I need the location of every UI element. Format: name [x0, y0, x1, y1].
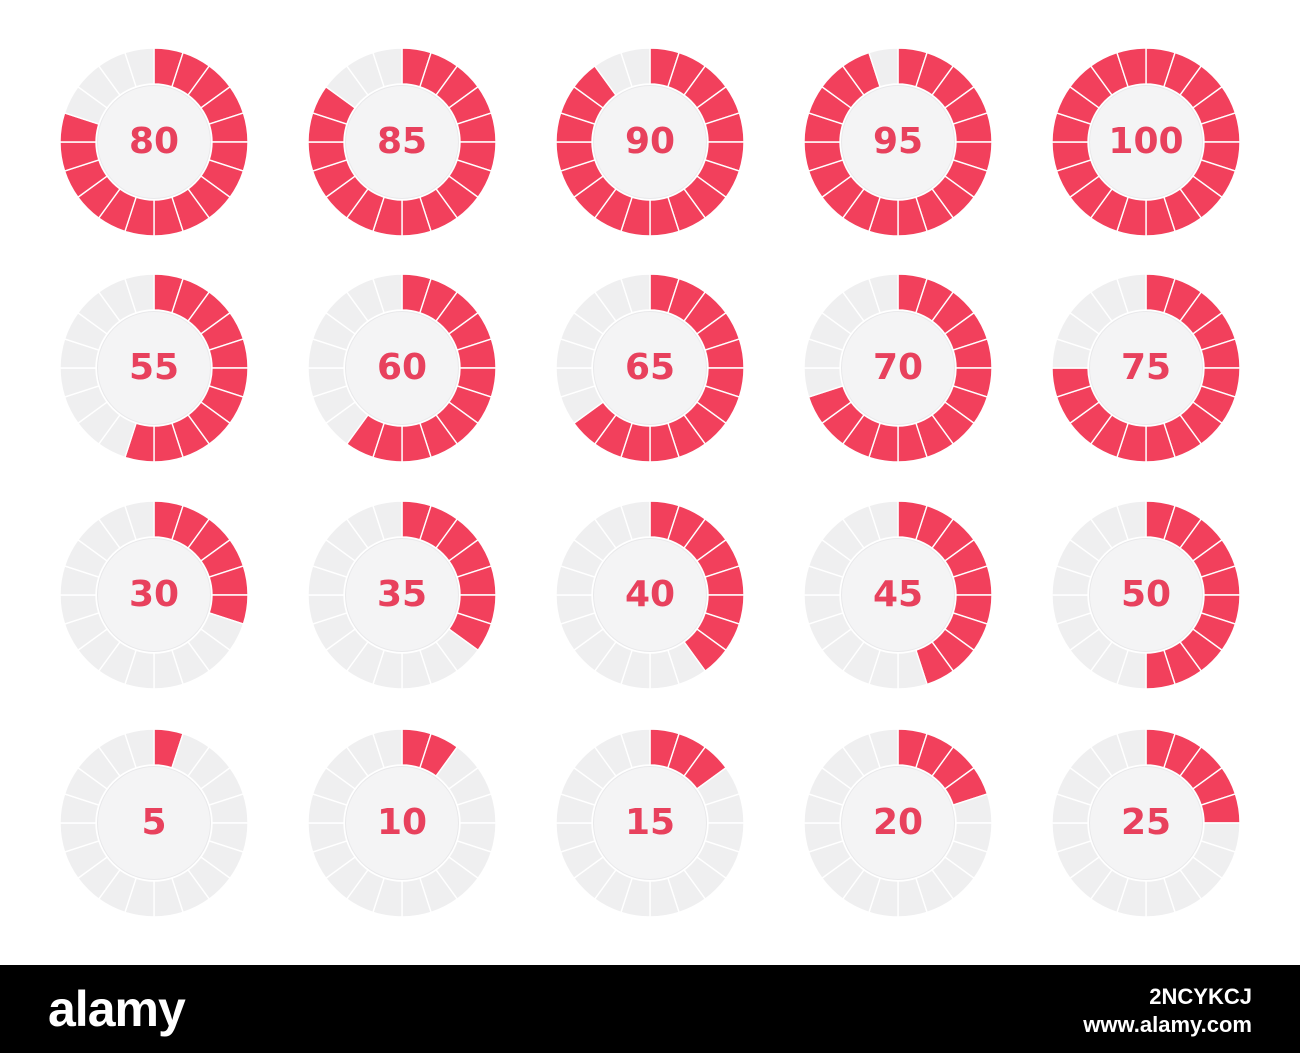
- ring-center-disc: [346, 312, 458, 424]
- ring-segment-empty: [124, 728, 155, 769]
- progress-ring-graphic: [59, 500, 249, 690]
- progress-ring-40: 40: [554, 499, 746, 691]
- ring-segment-empty: [124, 273, 155, 314]
- ring-center-disc: [346, 539, 458, 651]
- progress-ring-10: 10: [306, 727, 498, 919]
- ring-center-disc: [1090, 86, 1202, 198]
- ring-center-disc: [842, 539, 954, 651]
- progress-ring-70: 70: [802, 272, 994, 464]
- ring-center-disc: [842, 767, 954, 879]
- ring-segment-empty: [124, 47, 155, 88]
- ring-segment-empty: [620, 500, 651, 541]
- progress-ring-graphic: [555, 500, 745, 690]
- progress-ring-graphic: [1051, 273, 1241, 463]
- progress-ring-65: 65: [554, 272, 746, 464]
- progress-ring-60: 60: [306, 272, 498, 464]
- progress-ring-graphic: [803, 728, 993, 918]
- progress-ring-graphic: [555, 728, 745, 918]
- ring-center-disc: [842, 312, 954, 424]
- ring-center-disc: [98, 539, 210, 651]
- ring-center-disc: [98, 312, 210, 424]
- progress-ring-30: 30: [58, 499, 250, 691]
- progress-ring-75: 75: [1050, 272, 1242, 464]
- ring-segment-empty: [372, 728, 403, 769]
- ring-segment-empty: [620, 273, 651, 314]
- progress-ring-graphic: [307, 500, 497, 690]
- progress-ring-graphic: [1051, 47, 1241, 237]
- progress-ring-100: 100: [1050, 46, 1242, 238]
- progress-ring-graphic: [1051, 500, 1241, 690]
- ring-segment-empty: [620, 47, 651, 88]
- ring-center-disc: [346, 86, 458, 198]
- ring-segment-empty: [868, 728, 899, 769]
- ring-segment-empty: [372, 273, 403, 314]
- ring-center-disc: [842, 86, 954, 198]
- progress-ring-graphic: [307, 728, 497, 918]
- ring-center-disc: [594, 86, 706, 198]
- progress-ring-20: 20: [802, 727, 994, 919]
- ring-segment-empty: [868, 273, 899, 314]
- alamy-logo: alamy: [48, 981, 186, 1037]
- progress-ring-grid: 80 85 90 95 100 55 60 65 70 75 30 35 40 45 50 5 10 15 20 25: [58, 46, 1242, 919]
- ring-segment-empty: [868, 500, 899, 541]
- ring-center-disc: [594, 539, 706, 651]
- ring-center-disc: [1090, 312, 1202, 424]
- ring-center-disc: [98, 767, 210, 879]
- progress-ring-80: 80: [58, 46, 250, 238]
- progress-ring-90: 90: [554, 46, 746, 238]
- ring-segment-empty: [1116, 273, 1147, 314]
- progress-ring-25: 25: [1050, 727, 1242, 919]
- ring-segment-empty: [1116, 500, 1147, 541]
- progress-ring-graphic: [555, 273, 745, 463]
- site-url: www.alamy.com: [1083, 1012, 1252, 1037]
- progress-ring-graphic: [803, 500, 993, 690]
- progress-ring-graphic: [1051, 728, 1241, 918]
- ring-segment-filled: [1116, 47, 1147, 88]
- ring-segment-empty: [372, 47, 403, 88]
- progress-ring-graphic: [59, 273, 249, 463]
- ring-center-disc: [594, 312, 706, 424]
- ring-segment-empty: [124, 500, 155, 541]
- progress-ring-15: 15: [554, 727, 746, 919]
- progress-ring-graphic: [59, 728, 249, 918]
- progress-ring-50: 50: [1050, 499, 1242, 691]
- ring-center-disc: [1090, 539, 1202, 651]
- ring-segment-empty: [1116, 728, 1147, 769]
- watermark-info: 2NCYKCJ www.alamy.com: [1083, 983, 1252, 1039]
- image-id: 2NCYKCJ: [1149, 984, 1252, 1009]
- progress-ring-95: 95: [802, 46, 994, 238]
- progress-ring-55: 55: [58, 272, 250, 464]
- progress-ring-5: 5: [58, 727, 250, 919]
- progress-ring-35: 35: [306, 499, 498, 691]
- ring-center-disc: [1090, 767, 1202, 879]
- progress-ring-45: 45: [802, 499, 994, 691]
- progress-ring-graphic: [803, 47, 993, 237]
- watermark-bar: alamy 2NCYKCJ www.alamy.com: [0, 965, 1300, 1053]
- ring-segment-empty: [620, 728, 651, 769]
- progress-ring-85: 85: [306, 46, 498, 238]
- ring-center-disc: [594, 767, 706, 879]
- ring-center-disc: [98, 86, 210, 198]
- progress-ring-graphic: [307, 273, 497, 463]
- progress-ring-graphic: [555, 47, 745, 237]
- progress-ring-graphic: [59, 47, 249, 237]
- progress-ring-graphic: [803, 273, 993, 463]
- ring-segment-empty: [372, 500, 403, 541]
- ring-segment-empty: [868, 47, 899, 88]
- progress-ring-graphic: [307, 47, 497, 237]
- ring-center-disc: [346, 767, 458, 879]
